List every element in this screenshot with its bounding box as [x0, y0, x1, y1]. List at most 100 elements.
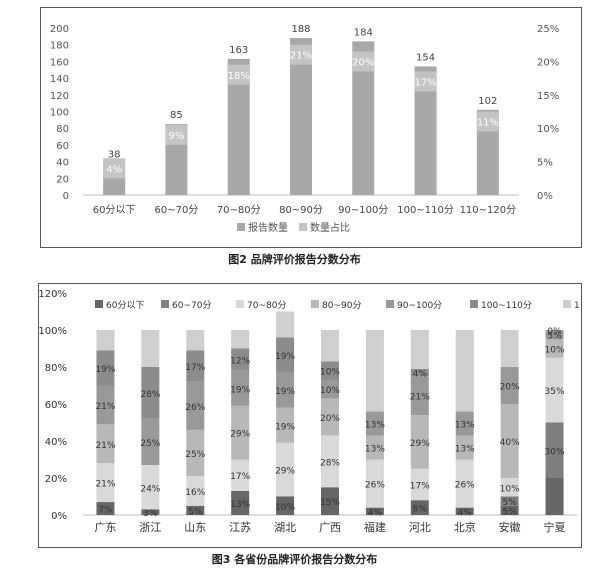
left-axis-tick-label: 160 [50, 57, 69, 68]
stack-segment [365, 411, 384, 436]
segment-label: 0% [547, 327, 562, 337]
stack-segment [231, 370, 250, 406]
stack-segment [276, 337, 295, 373]
segment-label: 10% [320, 386, 340, 396]
stack-segment [321, 487, 339, 515]
legend-label: 数量占比 [310, 221, 350, 234]
segment-label: 12% [230, 357, 250, 367]
category-label: 70~80分 [217, 204, 261, 216]
stack-segment [545, 339, 564, 358]
stack-segment [276, 496, 295, 515]
count-bar-label: 188 [291, 24, 310, 35]
stack-segment [365, 507, 384, 515]
category-label: 江苏 [229, 521, 251, 534]
segment-label: 26% [365, 481, 385, 491]
count-bar-label: 184 [354, 27, 373, 38]
segment-label: 28% [320, 458, 340, 468]
segment-label: 3% [143, 509, 158, 519]
category-label: 湖北 [274, 521, 296, 534]
segment-label: 20% [320, 414, 340, 424]
share-marker-label: 17% [414, 77, 436, 88]
category-label: 安徽 [499, 520, 521, 534]
stack-segment [500, 505, 519, 515]
segment-label: 25% [140, 439, 160, 449]
segment-label: 5% [502, 507, 517, 517]
legend-swatch [299, 223, 307, 231]
segment-label: 4% [458, 508, 473, 518]
segment-label: 26% [455, 481, 475, 491]
legend-label: 60~70分 [172, 300, 211, 311]
segment-label: 21% [95, 441, 115, 451]
legend-swatch [563, 300, 571, 308]
segment-label: 30% [545, 447, 565, 457]
legend-swatch [237, 223, 245, 231]
left-axis-tick-label: 80 [56, 124, 69, 135]
stack-segment [500, 496, 519, 506]
stack-segment [410, 368, 429, 377]
stack-segment [186, 505, 205, 515]
segment-label: 29% [230, 430, 250, 440]
segment-label: 19% [95, 365, 115, 375]
stack-segment [455, 330, 474, 412]
stack-segment [276, 311, 295, 338]
right-axis-tick-label: 20% [537, 57, 559, 68]
segment-label: 19% [275, 352, 295, 362]
segment-label: 10% [500, 484, 520, 494]
segment-label: 13% [365, 444, 385, 454]
right-axis-tick-label: 10% [537, 124, 559, 135]
y-axis-tick-label: 120% [39, 289, 67, 300]
share-marker [476, 111, 499, 132]
stack-segment [455, 507, 474, 515]
share-marker-label: 4% [106, 164, 122, 175]
segment-label: 21% [410, 393, 430, 403]
segment-label: 7% [98, 506, 113, 516]
stack-segment [186, 330, 205, 351]
category-label: 福建 [364, 520, 386, 534]
stack-segment [186, 429, 205, 477]
stack-segment [321, 398, 339, 436]
left-axis-tick-label: 60 [56, 141, 69, 152]
share-marker [103, 158, 126, 179]
segment-label: 16% [185, 488, 205, 498]
segment-label: 15% [320, 498, 340, 508]
legend-label: 报告数量 [248, 221, 288, 234]
stack-segment [231, 405, 250, 460]
y-axis-tick-label: 100% [39, 326, 67, 337]
chart1-frame: 0 20 40 60 80 100 120 140 160 180 200 0% 5% 10% 15% 20%… [40, 7, 582, 248]
category-label: 广东 [94, 521, 116, 534]
chart1-svg: 0 20 40 60 80 100 120 140 160 180 200 0% 5% 10% 15% 20%… [50, 24, 559, 234]
legend-label: 70~80分 [247, 300, 286, 311]
segment-label: 10% [320, 368, 340, 378]
stack-segment [545, 357, 564, 423]
segment-label: 19% [275, 422, 295, 432]
legend-label: 100~110分 [481, 300, 532, 311]
share-marker [165, 124, 188, 145]
segment-label: 24% [140, 484, 160, 494]
stack-segment [231, 330, 250, 349]
count-bar-label: 154 [416, 52, 435, 63]
segment-label: 4% [413, 370, 428, 380]
stack-segment [410, 468, 429, 501]
stack-segment [321, 361, 339, 380]
stack-segment [276, 372, 295, 408]
right-axis-tick-label: 0% [537, 191, 553, 202]
stack-segment [141, 509, 160, 515]
segment-label: 8% [413, 505, 428, 515]
stack-segment [96, 385, 115, 425]
left-axis-tick-label: 200 [50, 24, 69, 35]
category-label: 60~70分 [155, 204, 199, 216]
segment-label: 13% [230, 500, 250, 510]
stack-segment [141, 418, 160, 466]
count-bar-label: 38 [108, 149, 121, 160]
category-label: 100~110分 [397, 204, 454, 216]
stack-segment [545, 330, 564, 340]
count-bar-label: 102 [478, 96, 497, 107]
stack-segment [186, 350, 205, 382]
stack-segment [186, 381, 205, 430]
legend-swatch [386, 300, 394, 308]
segment-label: 40% [500, 438, 520, 448]
y-axis-tick-label: 80% [45, 363, 67, 374]
segment-label: 10% [275, 503, 295, 513]
category-label: 河北 [409, 521, 431, 534]
stack-segment [455, 459, 474, 508]
